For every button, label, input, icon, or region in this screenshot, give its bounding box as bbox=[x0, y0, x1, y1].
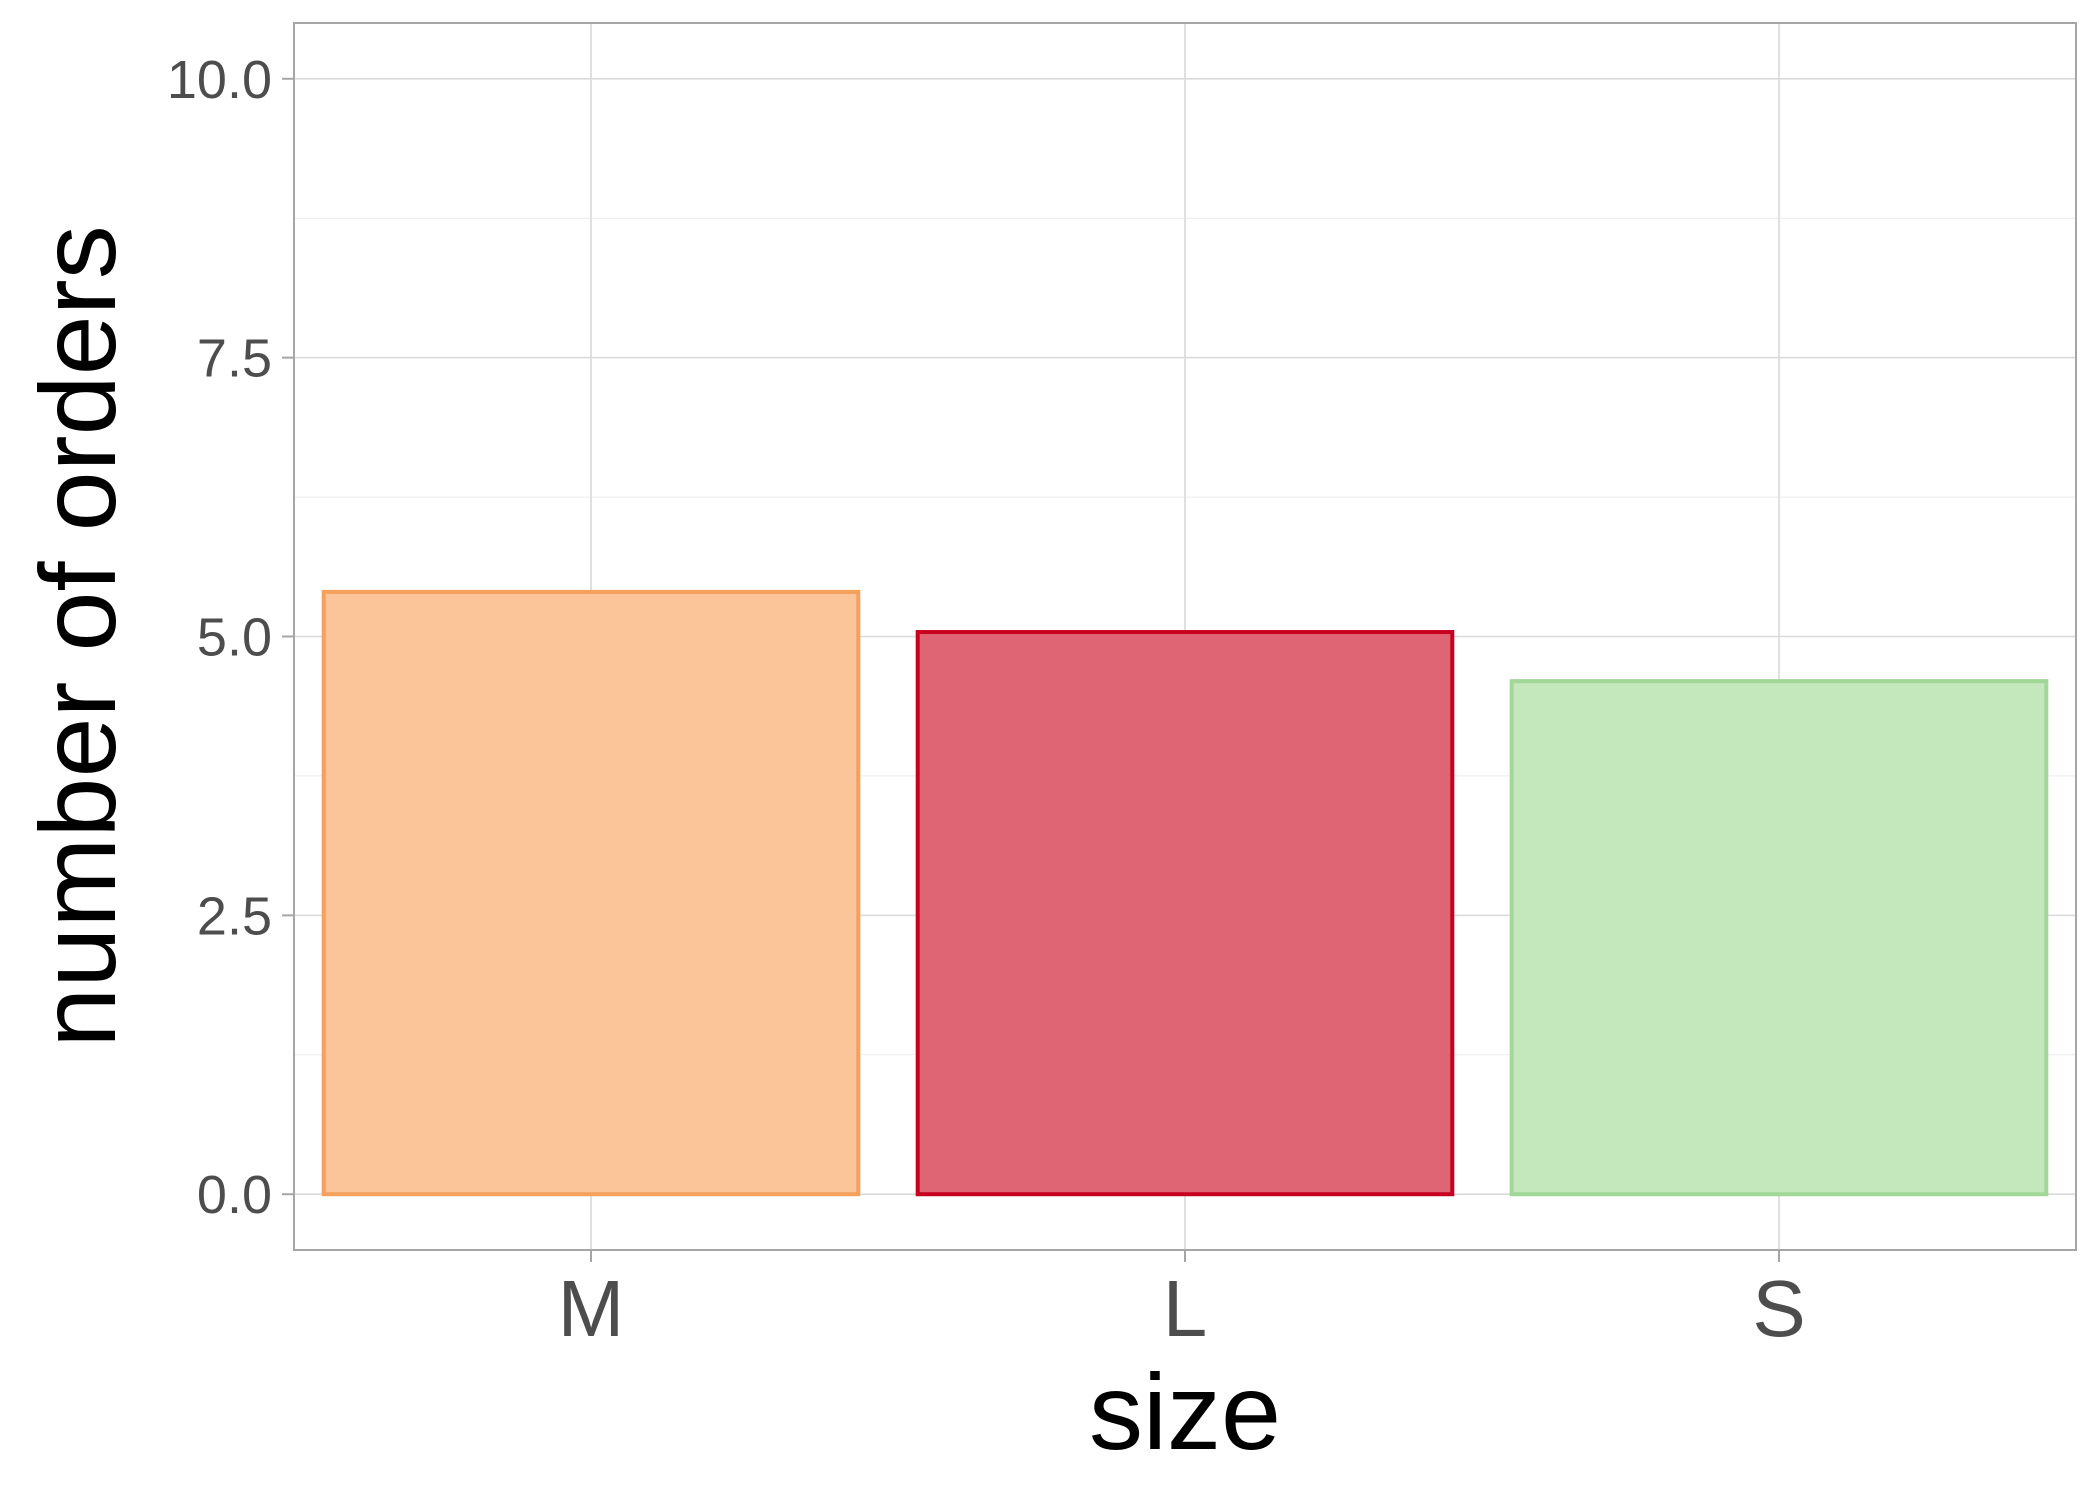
x-axis-title: size bbox=[1089, 1351, 1281, 1472]
bar-m bbox=[321, 589, 861, 1197]
x-tick-label: L bbox=[1163, 1264, 1208, 1353]
y-axis-title: number of orders bbox=[17, 225, 138, 1047]
x-tick-label: M bbox=[558, 1264, 625, 1353]
y-axis-ticks: 0.0 2.5 5.0 7.5 10.0 bbox=[167, 50, 294, 1225]
y-tick-label: 5.0 bbox=[197, 608, 272, 668]
y-tick-label: 0.0 bbox=[197, 1165, 272, 1225]
bar-l bbox=[915, 630, 1455, 1197]
y-tick-label: 7.5 bbox=[197, 329, 272, 389]
bars bbox=[321, 589, 2049, 1197]
x-tick-label: S bbox=[1752, 1264, 1805, 1353]
bar-s bbox=[1509, 679, 2049, 1197]
y-tick-label: 10.0 bbox=[167, 50, 272, 110]
y-tick-label: 2.5 bbox=[197, 886, 272, 946]
